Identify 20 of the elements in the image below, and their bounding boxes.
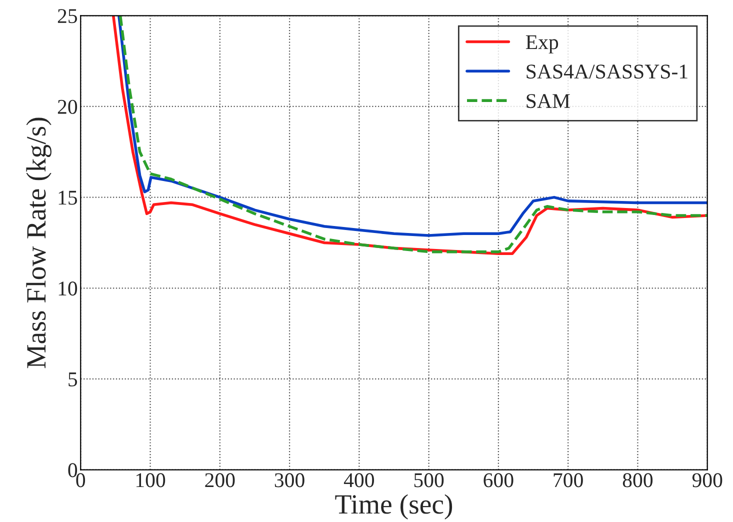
legend-label: Exp <box>526 35 558 54</box>
x-axis-title: Time (sec) <box>335 494 452 520</box>
y-tick-label: 0 <box>68 463 78 478</box>
legend-label: SAS4A/SASSYS-1 <box>526 64 688 79</box>
y-tick-label: 25 <box>58 9 78 24</box>
x-tick-label: 900 <box>692 473 722 488</box>
x-tick-label: 700 <box>554 473 583 488</box>
y-axis-title: Mass Flow Rate (kg/s) <box>26 118 52 368</box>
y-tick-label: 5 <box>68 372 78 386</box>
y-tick-label: 10 <box>58 282 78 296</box>
y-tick-label: 20 <box>58 100 78 114</box>
x-tick-label: 800 <box>622 473 653 488</box>
x-tick-label: 600 <box>484 473 514 488</box>
x-tick-label: 200 <box>205 473 235 488</box>
x-tick-label: 400 <box>344 473 374 488</box>
x-tick-label: 300 <box>274 473 304 488</box>
y-tick-label: 15 <box>58 190 78 205</box>
x-tick-label: 100 <box>136 473 166 488</box>
x-tick-label: 500 <box>414 473 444 488</box>
legend-label: SAM <box>526 94 570 108</box>
